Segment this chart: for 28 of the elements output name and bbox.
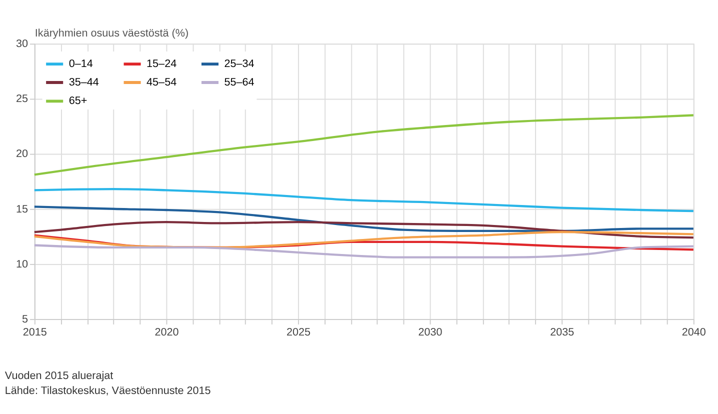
y-tick-label: 30 — [16, 38, 28, 50]
x-tick-label: 2035 — [550, 326, 574, 338]
y-tick-label: 20 — [16, 148, 28, 160]
line-series — [33, 206, 694, 232]
legend-label: 25–34 — [224, 58, 254, 70]
legend-label: 55–64 — [224, 76, 254, 88]
legend-label: 65+ — [68, 95, 88, 108]
x-tick-label: 2015 — [22, 326, 47, 338]
y-tick-label: 25 — [16, 93, 28, 106]
y-tick-label: 10 — [16, 258, 28, 270]
x-tick-label: 2030 — [418, 326, 442, 338]
x-tick-label: 2020 — [154, 326, 179, 338]
x-tick-label: 2040 — [682, 326, 706, 338]
x-tick-label: 2025 — [286, 326, 311, 338]
line-series — [33, 188, 694, 212]
legend-label: 15–24 — [146, 58, 177, 70]
legend-label: 35–44 — [68, 76, 99, 88]
legend-label: 0–14 — [68, 58, 93, 70]
line-series — [33, 244, 694, 258]
legend-label: 45–54 — [146, 76, 177, 88]
y-axis-title: Ikäryhmien osuus väestöstä (%) — [34, 27, 189, 40]
line-series — [33, 230, 694, 249]
line-series — [33, 114, 694, 176]
y-tick-label: 15 — [16, 203, 28, 216]
text: Lähde: Tilastokeskus, Väestöennuste 2015 — [4, 384, 211, 397]
y-tick-label: 5 — [22, 313, 28, 326]
text: Vuoden 2015 aluerajat — [4, 370, 114, 382]
line-series — [33, 221, 694, 239]
